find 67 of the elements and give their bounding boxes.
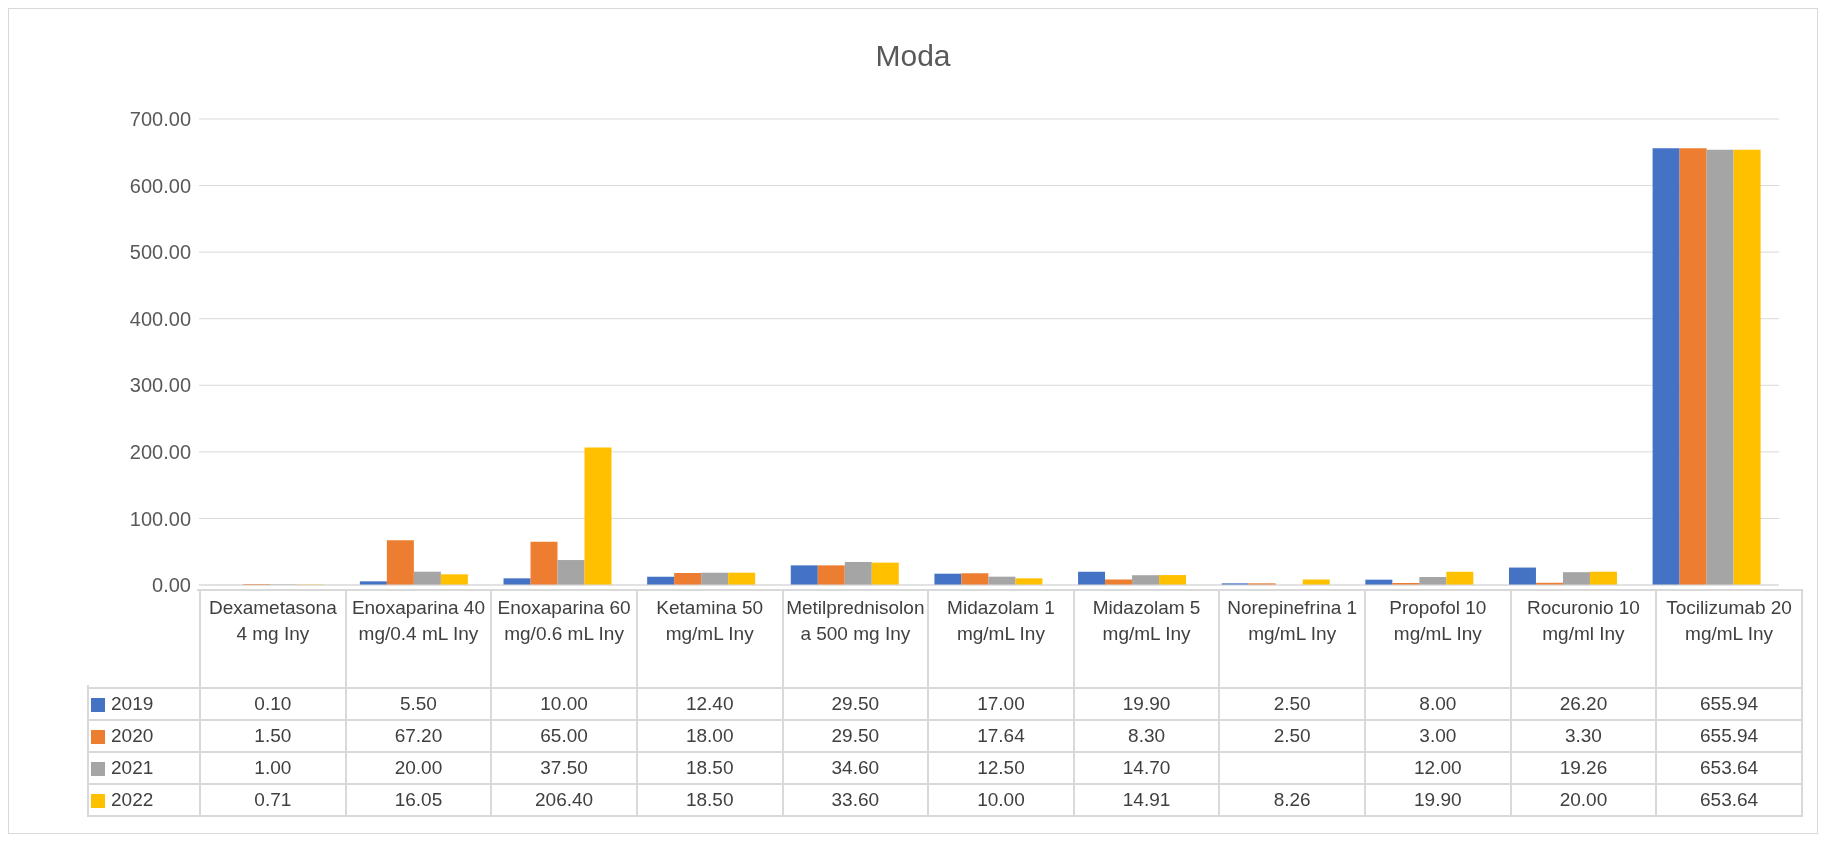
y-tick-label: 700.00 — [129, 108, 191, 131]
data-label: 14.70 — [1074, 753, 1219, 783]
data-label: 16.05 — [346, 785, 491, 815]
y-tick-label: 100.00 — [129, 507, 191, 530]
data-label: 34.60 — [783, 753, 928, 783]
data-label: 19.90 — [1366, 785, 1510, 815]
data-label: 10.00 — [929, 785, 1073, 815]
y-tick-label: 200.00 — [129, 440, 191, 463]
data-label: 3.30 — [1511, 721, 1656, 751]
y-tick-label: 500.00 — [129, 241, 191, 264]
data-label: 653.64 — [1657, 785, 1801, 815]
data-label: 8.30 — [1074, 721, 1219, 751]
x-tick-label: Norepinefrina 1 mg/mL Iny — [1220, 591, 1364, 687]
data-label: 19.26 — [1511, 753, 1656, 783]
data-label: 206.40 — [492, 785, 636, 815]
data-label: 2.50 — [1220, 721, 1364, 751]
legend-label: 2019 — [89, 689, 199, 719]
data-label: 18.00 — [637, 721, 782, 751]
y-tick-label: 0.00 — [152, 574, 191, 597]
data-label: 18.50 — [637, 785, 782, 815]
x-tick-label: Midazolam 1 mg/mL Iny — [929, 591, 1073, 687]
x-tick-label: Propofol 10 mg/mL Iny — [1366, 591, 1510, 687]
data-label: 26.20 — [1511, 689, 1656, 719]
legend-label: 2022 — [89, 785, 199, 815]
data-label: 3.00 — [1366, 721, 1510, 751]
x-tick-label: Metilprednisolona 500 mg Iny — [783, 591, 928, 687]
data-label: 653.64 — [1657, 753, 1801, 783]
data-label: 8.26 — [1220, 785, 1364, 815]
x-tick-label: Enoxaparina 40 mg/0.4 mL Iny — [346, 591, 491, 687]
x-tick-label: Midazolam 5 mg/mL Iny — [1074, 591, 1219, 687]
data-label: 67.20 — [346, 721, 491, 751]
data-label: 29.50 — [783, 721, 928, 751]
data-label: 5.50 — [346, 689, 491, 719]
data-label: 65.00 — [492, 721, 636, 751]
x-tick-label: Dexametasona 4 mg Iny — [201, 591, 345, 687]
y-tick-label: 600.00 — [129, 174, 191, 197]
legend-label: 2020 — [89, 721, 199, 751]
data-label: 37.50 — [492, 753, 636, 783]
data-label: 33.60 — [783, 785, 928, 815]
data-label: 29.50 — [783, 689, 928, 719]
data-label: 655.94 — [1657, 721, 1801, 751]
data-label: 19.90 — [1074, 689, 1219, 719]
chart-title: Moda — [874, 39, 952, 73]
data-label: 8.00 — [1366, 689, 1510, 719]
data-label: 12.00 — [1366, 753, 1510, 783]
x-tick-label: Tocilizumab 20 mg/mL Iny — [1657, 591, 1801, 687]
y-tick-label: 400.00 — [129, 307, 191, 330]
data-label: 0.71 — [201, 785, 345, 815]
data-label: 10.00 — [492, 689, 636, 719]
legend-label: 2021 — [89, 753, 199, 783]
data-label: 655.94 — [1657, 689, 1801, 719]
data-label: 1.00 — [201, 753, 345, 783]
data-label: 2.50 — [1220, 689, 1364, 719]
data-label: 0.10 — [201, 689, 345, 719]
x-tick-label: Enoxaparina 60 mg/0.6 mL Iny — [492, 591, 636, 687]
data-label: 12.50 — [929, 753, 1073, 783]
data-label: 17.00 — [929, 689, 1073, 719]
data-label: 14.91 — [1074, 785, 1219, 815]
data-label: 18.50 — [637, 753, 782, 783]
data-label: 12.40 — [637, 689, 782, 719]
data-label: 1.50 — [201, 721, 345, 751]
y-tick-label: 300.00 — [129, 374, 191, 397]
x-tick-label: Rocuronio 10 mg/ml Iny — [1511, 591, 1656, 687]
data-label: 20.00 — [346, 753, 491, 783]
x-tick-label: Ketamina 50 mg/mL Iny — [637, 591, 782, 687]
data-label: 17.64 — [929, 721, 1073, 751]
data-label: 20.00 — [1511, 785, 1656, 815]
